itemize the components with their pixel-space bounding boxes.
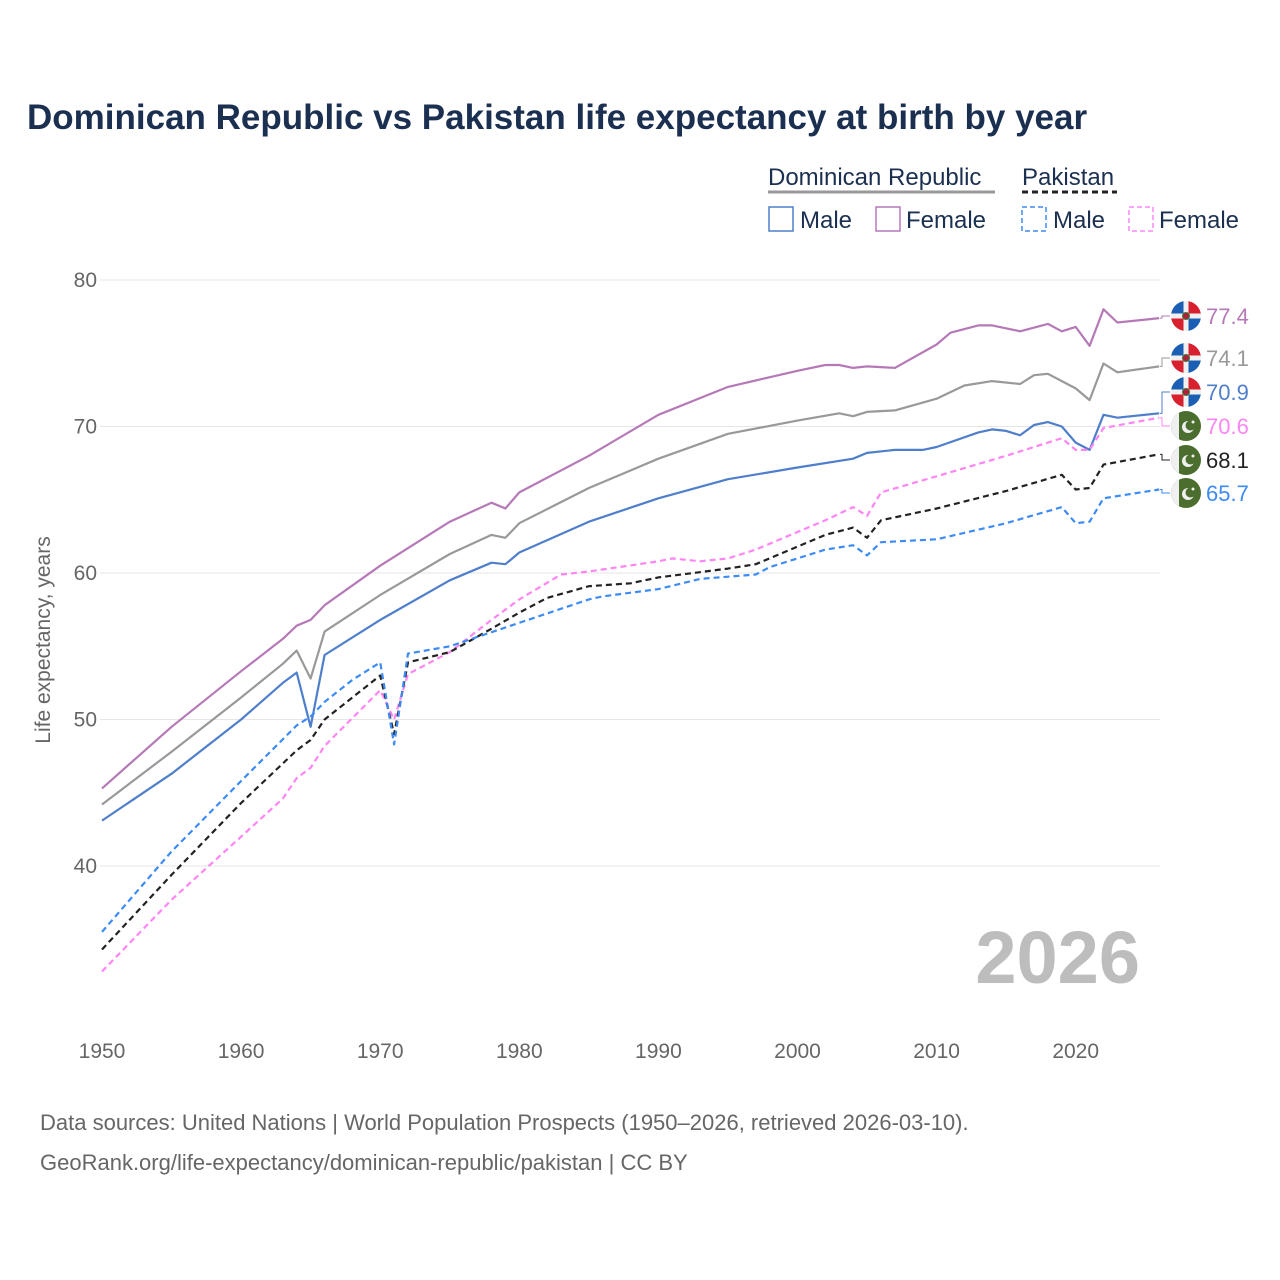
x-tick-label: 1950 xyxy=(79,1040,126,1063)
legend-swatch-dr-female xyxy=(875,206,901,232)
end-value-label: 70.9 xyxy=(1206,380,1249,405)
y-axis-ticks: 40 50 60 70 80 xyxy=(74,269,97,878)
legend-label-dr-male: Male xyxy=(800,207,852,234)
footer-sources: Data sources: United Nations | World Pop… xyxy=(40,1110,969,1135)
end-value-label: 65.7 xyxy=(1206,481,1249,506)
legend: Dominican Republic Pakistan Male Female … xyxy=(768,164,1239,234)
series-line-pakistan-female xyxy=(101,416,1160,973)
year-watermark: 2026 xyxy=(975,916,1140,999)
legend-swatch-pk-male xyxy=(1021,206,1047,232)
label-connector xyxy=(1160,488,1170,494)
end-value-label: 70.6 xyxy=(1206,414,1249,439)
label-connector xyxy=(1160,357,1170,367)
label-connector xyxy=(1160,391,1170,414)
end-labels: 77.4 74.1 70.9 70.6 68.1 65.7 xyxy=(1160,301,1249,508)
pakistan-flag-icon xyxy=(1171,445,1201,475)
x-tick-label: 1970 xyxy=(357,1040,404,1063)
series-lines xyxy=(101,308,1160,973)
x-tick-label: 1980 xyxy=(496,1040,543,1063)
y-tick-label: 80 xyxy=(74,269,97,292)
gridlines xyxy=(100,279,1160,867)
label-connector xyxy=(1160,417,1170,427)
series-line-dominican-republic xyxy=(101,362,1160,806)
label-connector xyxy=(1160,315,1170,319)
y-axis-label: Life expectancy, years xyxy=(32,536,55,743)
legend-swatch-dr-male xyxy=(768,206,794,232)
end-value-label: 77.4 xyxy=(1206,304,1249,329)
legend-swatch-pk-female xyxy=(1128,206,1154,232)
dominican-republic-flag-icon xyxy=(1171,343,1201,373)
x-tick-label: 2020 xyxy=(1052,1040,1099,1063)
dominican-republic-flag-icon xyxy=(1171,377,1201,407)
series-line-pakistan-male xyxy=(101,488,1160,933)
chart-title: Dominican Republic vs Pakistan life expe… xyxy=(27,98,1087,137)
series-line-pakistan xyxy=(101,453,1160,951)
x-axis-ticks: 1950 1960 1970 1980 1990 2000 2010 2020 xyxy=(79,1040,1099,1063)
y-tick-label: 50 xyxy=(74,709,97,732)
legend-label-dr-female: Female xyxy=(906,207,986,234)
dominican-republic-flag-icon xyxy=(1171,301,1201,331)
x-tick-label: 1960 xyxy=(218,1040,265,1063)
y-tick-label: 40 xyxy=(74,855,97,878)
x-tick-label: 2000 xyxy=(774,1040,821,1063)
label-connector xyxy=(1160,453,1170,461)
legend-label-pk-female: Female xyxy=(1159,207,1239,234)
series-line-dominican-republic-male xyxy=(101,412,1160,822)
legend-label-pk-male: Male xyxy=(1053,207,1105,234)
pakistan-flag-icon xyxy=(1171,411,1201,441)
footer-attribution: GeoRank.org/life-expectancy/dominican-re… xyxy=(40,1150,688,1175)
pakistan-flag-icon xyxy=(1171,478,1201,508)
y-tick-label: 70 xyxy=(74,416,97,439)
series-line-dominican-republic-female xyxy=(101,308,1160,790)
x-tick-label: 2010 xyxy=(913,1040,960,1063)
end-value-label: 74.1 xyxy=(1206,346,1249,371)
legend-group-pakistan: Pakistan xyxy=(1022,164,1114,191)
y-tick-label: 60 xyxy=(74,562,97,585)
x-tick-label: 1990 xyxy=(635,1040,682,1063)
end-value-label: 68.1 xyxy=(1206,448,1249,473)
legend-group-dominican-republic: Dominican Republic xyxy=(768,164,981,191)
